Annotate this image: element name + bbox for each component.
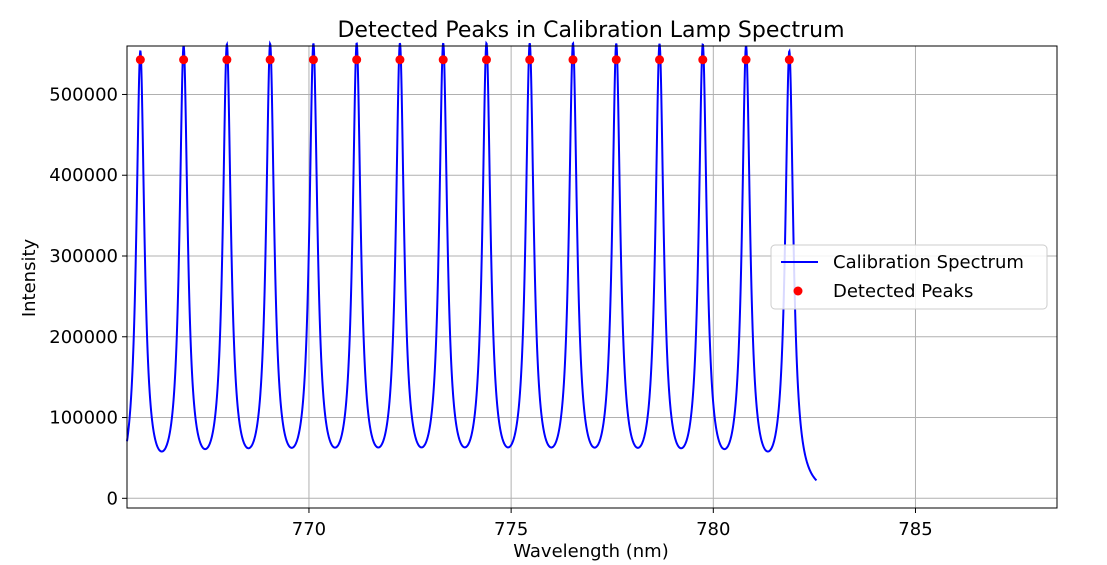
detected-peak-point — [308, 55, 318, 65]
detected-peak-point — [265, 55, 275, 65]
y-axis: 0 100000 200000 300000 400000 500000 — [49, 84, 127, 509]
detected-peak-point — [481, 55, 491, 65]
y-tick-label: 300000 — [49, 246, 118, 267]
legend: Calibration Spectrum Detected Peaks — [770, 244, 1048, 310]
legend-swatch-dot — [793, 286, 803, 296]
detected-peaks-series — [135, 55, 794, 65]
y-tick-label: 100000 — [49, 408, 118, 429]
detected-peak-point — [784, 55, 794, 65]
x-tick-label: 780 — [696, 519, 730, 540]
y-tick-label: 0 — [107, 488, 118, 509]
detected-peak-point — [655, 55, 665, 65]
series-line-calibration-spectrum — [126, 40, 818, 482]
detected-peak-point — [135, 55, 145, 65]
legend-label-calibration-spectrum: Calibration Spectrum — [833, 252, 1024, 273]
detected-peak-point — [611, 55, 621, 65]
detected-peak-point — [438, 55, 448, 65]
detected-peak-point — [698, 55, 708, 65]
detected-peak-point — [352, 55, 362, 65]
y-tick-label: 200000 — [49, 327, 118, 348]
detected-peak-point — [395, 55, 405, 65]
x-axis-label: Wavelength (nm) — [513, 541, 669, 562]
x-axis: 770 775 780 785 — [292, 508, 933, 540]
legend-box — [770, 244, 1048, 310]
y-axis-label: Intensity — [19, 238, 40, 317]
plot-area — [126, 40, 818, 482]
legend-label-detected-peaks: Detected Peaks — [833, 281, 973, 302]
x-tick-label: 770 — [292, 519, 326, 540]
detected-peak-point — [222, 55, 232, 65]
x-tick-label: 785 — [898, 519, 932, 540]
y-tick-label: 500000 — [49, 84, 118, 105]
x-tick-label: 775 — [494, 519, 528, 540]
y-tick-label: 400000 — [49, 165, 118, 186]
chart-title: Detected Peaks in Calibration Lamp Spect… — [337, 18, 844, 43]
plot-frame — [126, 45, 1058, 509]
detected-peak-point — [179, 55, 189, 65]
detected-peak-point — [525, 55, 535, 65]
detected-peak-point — [741, 55, 751, 65]
detected-peak-point — [568, 55, 578, 65]
